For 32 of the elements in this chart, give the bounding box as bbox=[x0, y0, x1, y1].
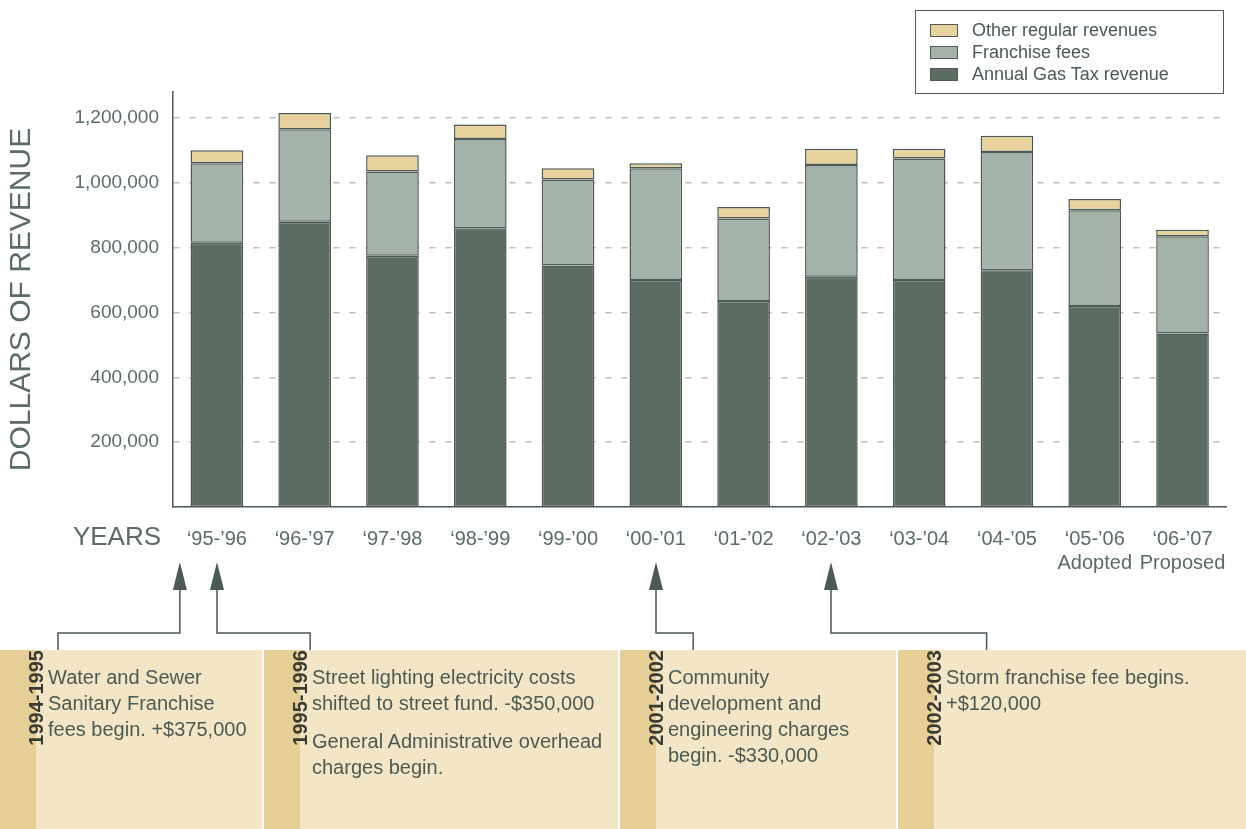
x-tick-label: ‘96-’97 bbox=[274, 526, 335, 549]
y-axis-title: DOLLARS OF REVENUE bbox=[3, 127, 37, 472]
x-tick-label: ‘99-’00 bbox=[538, 526, 599, 549]
x-tick-label: ‘06-’07 Proposed bbox=[1139, 526, 1226, 573]
text: Community development and engineering charges begin. -$330,000 bbox=[668, 665, 851, 768]
text: 2002-2003 bbox=[923, 650, 945, 746]
x-tick-label: ‘97-’98 bbox=[362, 526, 423, 549]
y-tick-label: 1,200,000 bbox=[74, 106, 159, 128]
y-tick-label: 200,000 bbox=[90, 430, 159, 452]
x-tick-label: ‘95-’96 bbox=[186, 526, 247, 549]
text: General Administrative overhead charges begin. bbox=[312, 729, 604, 780]
y-tick-label: 1,000,000 bbox=[74, 171, 159, 193]
y-tick-label: 800,000 bbox=[90, 235, 159, 257]
x-tick-label: ‘05-’06 Adopted bbox=[1057, 526, 1132, 573]
x-tick-label: ‘01-’02 bbox=[713, 526, 774, 549]
y-tick-label: 400,000 bbox=[90, 365, 159, 387]
y-tick-label: 600,000 bbox=[90, 300, 159, 322]
text: Water and Sewer Sanitary Franchise fees begin. +$375,000 bbox=[48, 665, 248, 742]
x-tick-label: ‘04-’05 bbox=[976, 526, 1037, 549]
x-tick-label: ‘03-’04 bbox=[889, 526, 950, 549]
x-tick-label: ‘02-’03 bbox=[801, 526, 862, 549]
legend-label: Franchise fees bbox=[972, 41, 1091, 63]
legend-label: Other regular revenues bbox=[972, 19, 1158, 41]
x-tick-label: ‘00-’01 bbox=[625, 526, 686, 549]
text: 1995-1996 bbox=[289, 650, 311, 746]
text: Street lighting electricity costs shifted to street fund. -$350,000 bbox=[312, 665, 596, 716]
legend-label: Annual Gas Tax revenue bbox=[972, 63, 1169, 85]
text: 2001-2002 bbox=[645, 650, 667, 746]
x-axis-title: YEARS bbox=[72, 521, 162, 552]
text: Storm franchise fee begins. +$120,000 bbox=[946, 665, 1191, 716]
text: 1994-1995 bbox=[25, 650, 47, 746]
x-tick-label: ‘98-’99 bbox=[450, 526, 511, 549]
